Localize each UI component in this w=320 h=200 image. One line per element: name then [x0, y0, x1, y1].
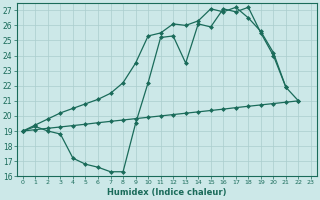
X-axis label: Humidex (Indice chaleur): Humidex (Indice chaleur) [107, 188, 227, 197]
